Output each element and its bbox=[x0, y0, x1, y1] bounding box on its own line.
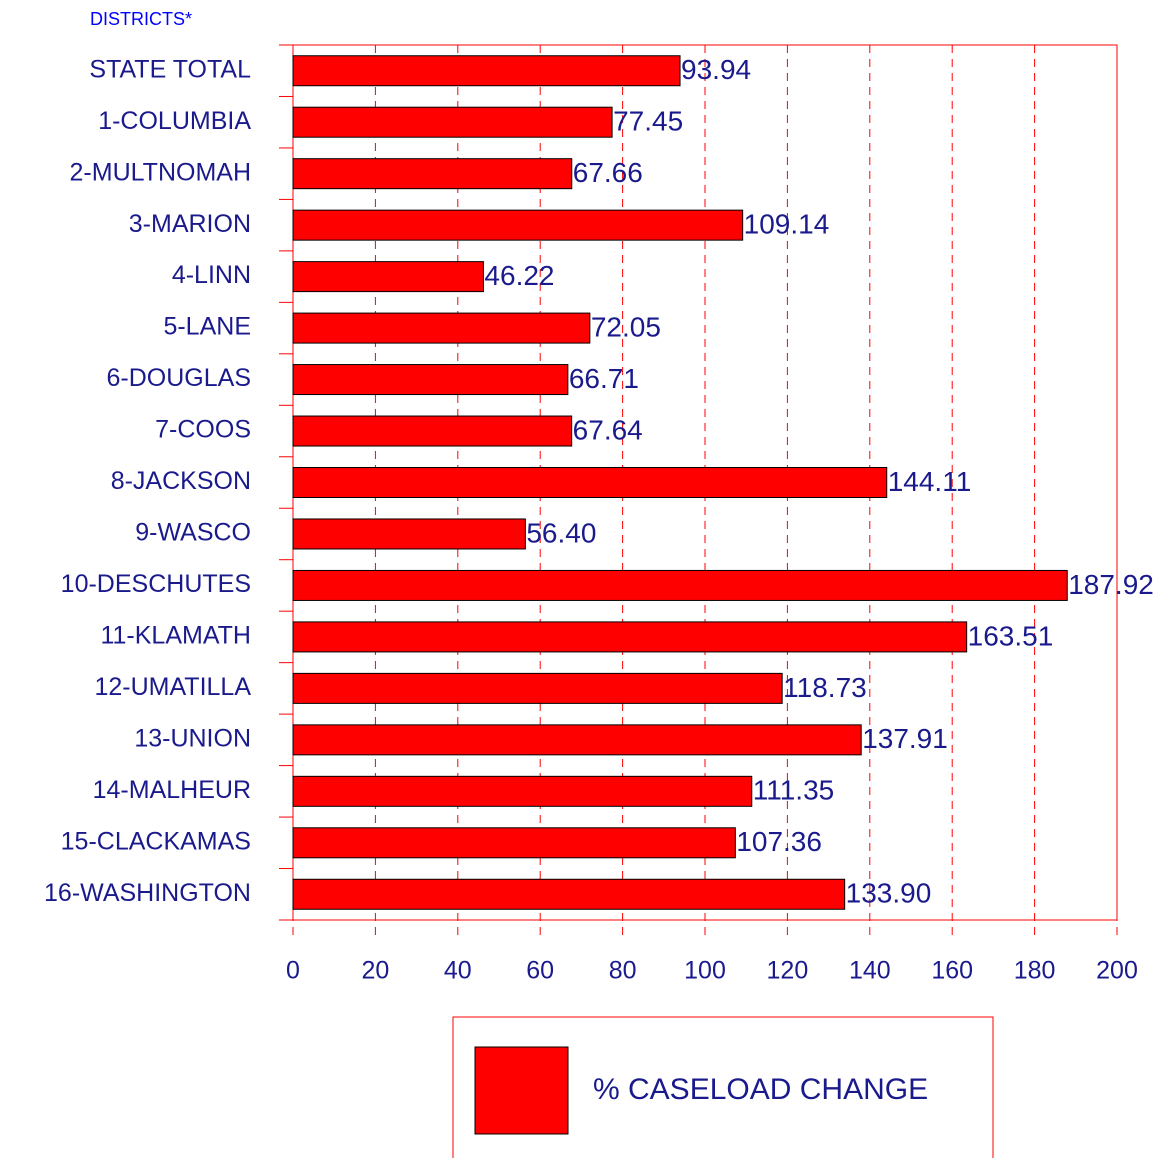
bar bbox=[292, 158, 573, 190]
bar bbox=[292, 415, 573, 447]
x-tick-label: 120 bbox=[767, 957, 809, 985]
bar bbox=[292, 467, 888, 498]
bar bbox=[292, 106, 613, 138]
y-tick-label: 14-MALHEUR bbox=[93, 776, 251, 804]
data-label: 111.35 bbox=[753, 775, 834, 806]
bar bbox=[292, 724, 862, 756]
bar bbox=[292, 621, 968, 653]
y-tick-label: 13-UNION bbox=[134, 724, 251, 752]
bar bbox=[292, 569, 1068, 601]
axis-label: DISTRICTS* bbox=[90, 9, 192, 29]
data-label: 66.71 bbox=[569, 363, 639, 394]
bar bbox=[292, 312, 591, 344]
y-tick-label: 12-UMATILLA bbox=[94, 673, 251, 701]
y-tick-label: 15-CLACKAMAS bbox=[61, 827, 251, 855]
data-label: 72.05 bbox=[591, 311, 661, 342]
data-label: 187.92 bbox=[1068, 569, 1154, 600]
bar bbox=[292, 518, 526, 550]
data-label: 77.45 bbox=[613, 106, 683, 137]
y-tick-label: 3-MARION bbox=[129, 210, 251, 238]
legend-box bbox=[452, 1016, 994, 1158]
x-tick-label: 20 bbox=[361, 957, 389, 985]
data-label: 109.14 bbox=[744, 209, 830, 240]
y-tick-label: STATE TOTAL bbox=[89, 55, 251, 83]
data-label: 118.73 bbox=[783, 672, 867, 703]
data-label: 137.91 bbox=[862, 723, 948, 754]
x-tick-label: 0 bbox=[286, 957, 300, 985]
data-label: 93.94 bbox=[681, 54, 751, 85]
data-label: 46.22 bbox=[484, 260, 554, 291]
x-tick-label: 180 bbox=[1014, 957, 1056, 985]
data-label: 67.64 bbox=[573, 414, 643, 445]
bar bbox=[292, 261, 484, 293]
y-tick-label: 10-DESCHUTES bbox=[61, 570, 251, 598]
x-tick-label: 80 bbox=[609, 957, 637, 985]
x-tick-label: 160 bbox=[931, 957, 973, 985]
x-tick-label: 100 bbox=[684, 957, 726, 985]
y-tick-label: 9-WASCO bbox=[135, 519, 251, 547]
x-tick-label: 60 bbox=[526, 957, 554, 985]
y-tick-label: 5-LANE bbox=[163, 313, 251, 341]
y-tick-label: 7-COOS bbox=[155, 416, 251, 444]
x-tick-label: 40 bbox=[444, 957, 472, 985]
x-tick-label: 140 bbox=[849, 957, 891, 985]
y-tick-label: 16-WASHINGTON bbox=[44, 879, 251, 907]
legend-swatch bbox=[474, 1046, 569, 1135]
y-tick-label: 1-COLUMBIA bbox=[98, 107, 251, 135]
bar bbox=[292, 364, 569, 396]
data-label: 107.36 bbox=[736, 826, 822, 857]
data-label: 163.51 bbox=[968, 620, 1054, 651]
legend-label: % CASELOAD CHANGE bbox=[593, 1073, 928, 1106]
bar bbox=[292, 55, 681, 87]
bar bbox=[292, 878, 846, 910]
y-tick-label: 2-MULTNOMAH bbox=[70, 158, 251, 186]
data-label: 144.11 bbox=[888, 466, 972, 497]
y-tick-label: 4-LINN bbox=[172, 261, 251, 289]
bar bbox=[292, 775, 753, 807]
y-tick-label: 11-KLAMATH bbox=[100, 622, 251, 650]
bar bbox=[292, 827, 736, 859]
bar bbox=[292, 209, 744, 241]
y-tick-label: 6-DOUGLAS bbox=[107, 364, 251, 392]
bar bbox=[292, 672, 783, 704]
y-tick-label: 8-JACKSON bbox=[111, 467, 251, 495]
x-tick-label: 200 bbox=[1096, 957, 1138, 985]
data-label: 67.66 bbox=[573, 157, 643, 188]
data-label: 56.40 bbox=[526, 517, 596, 548]
data-label: 133.90 bbox=[846, 878, 932, 909]
